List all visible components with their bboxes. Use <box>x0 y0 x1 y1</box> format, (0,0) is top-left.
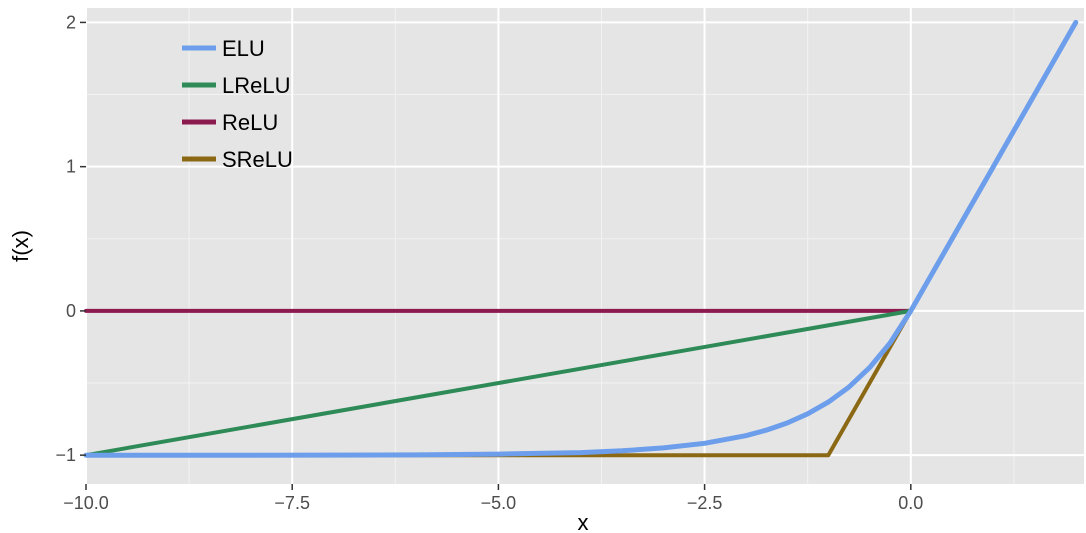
x-axis-ticks: −10.0 −7.5 −5.0 −2.5 0.0 <box>63 484 923 513</box>
legend-label-elu: ELU <box>222 36 265 61</box>
y-tick-label: 1 <box>66 157 76 177</box>
y-axis-ticks: −1 0 1 2 <box>55 12 86 465</box>
x-tick-label: −10.0 <box>63 493 109 513</box>
legend-label-srelu: SReLU <box>222 147 293 172</box>
plot-panel <box>86 8 1084 484</box>
x-tick-label: 0.0 <box>898 493 923 513</box>
legend-label-relu: ReLU <box>222 110 278 135</box>
x-tick-label: −2.5 <box>687 493 723 513</box>
y-axis-label: f(x) <box>8 230 33 262</box>
series-layer <box>83 19 1079 458</box>
x-tick-label: −5.0 <box>481 493 517 513</box>
y-tick-label: −1 <box>55 445 76 465</box>
y-tick-label: 0 <box>66 301 76 321</box>
x-tick-label: −7.5 <box>274 493 310 513</box>
legend-label-lrelu: LReLU <box>222 73 290 98</box>
series-line-elu <box>83 19 1079 458</box>
y-tick-label: 2 <box>66 12 76 32</box>
x-axis-label: x <box>578 510 589 533</box>
legend: ELU LReLU ReLU SReLU <box>182 36 293 172</box>
